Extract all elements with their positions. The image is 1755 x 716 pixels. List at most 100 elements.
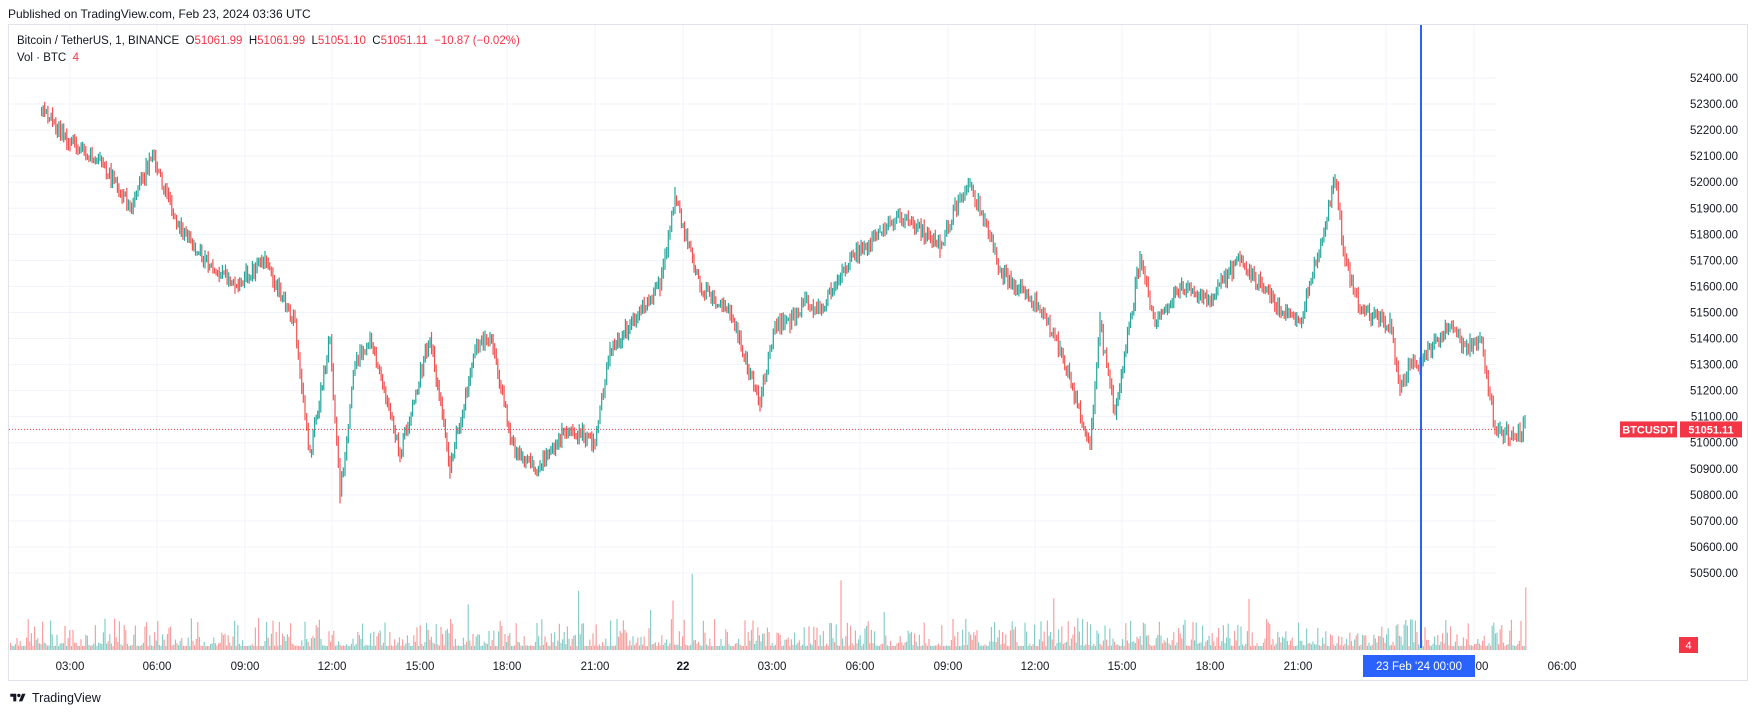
volume-bar [66, 645, 68, 650]
volume-bar [301, 640, 303, 650]
time-tick-label: 15:00 [1108, 661, 1137, 673]
volume-bar [131, 645, 133, 650]
volume-bar [962, 629, 964, 650]
volume-bar [1174, 645, 1176, 650]
volume-bar [798, 640, 800, 650]
volume-bar [1034, 624, 1036, 650]
volume-bar [682, 636, 684, 650]
volume-bar [1134, 643, 1136, 650]
volume-bar [1464, 646, 1466, 650]
volume-bar [267, 637, 269, 650]
volume-bar [1064, 642, 1066, 650]
volume-bar [290, 623, 292, 650]
volume-bar [779, 634, 781, 650]
volume-bar [603, 645, 605, 650]
volume-bar [600, 646, 602, 650]
volume-bar [611, 645, 613, 650]
volume-bar [1347, 645, 1349, 650]
symbol-name: Bitcoin / TetherUS, 1, BINANCE [17, 35, 180, 47]
volume-bar [558, 623, 560, 650]
volume-bar [1339, 645, 1341, 650]
volume-bar [1370, 646, 1372, 650]
volume-bar [690, 644, 692, 650]
volume-bar [128, 646, 130, 650]
volume-bar [1389, 645, 1391, 650]
volume-bar [1037, 646, 1039, 650]
volume-bar [1454, 641, 1456, 650]
volume-bar [1248, 598, 1250, 650]
volume-bar [430, 636, 432, 650]
volume-bar [606, 646, 608, 650]
volume-bar [1392, 641, 1394, 650]
volume-bar [141, 644, 143, 650]
volume-bar [917, 646, 919, 650]
volume-bar [1046, 620, 1048, 650]
volume-bar [54, 645, 56, 650]
volume-bar [725, 629, 727, 650]
volume-bar [1208, 635, 1210, 650]
volume-bar [579, 634, 581, 650]
volume-bar [597, 645, 599, 650]
volume-bar [426, 622, 428, 650]
volume-bar [762, 633, 764, 650]
volume-bar [555, 646, 557, 650]
volume-bar [1504, 645, 1506, 650]
volume-bar [910, 631, 912, 650]
volume-bar [200, 645, 202, 650]
volume-bar [1006, 645, 1008, 650]
volume-bar [163, 639, 165, 650]
volume-bar [1165, 642, 1167, 650]
volume-bar [226, 645, 228, 650]
volume-bar [122, 645, 124, 650]
volume-bar [112, 646, 114, 650]
volume-bar [1493, 622, 1495, 650]
volume-bar [1058, 629, 1060, 650]
volume-bar [810, 643, 812, 650]
volume-bar [1147, 635, 1149, 650]
volume-bar [1061, 626, 1063, 650]
volume-bar [533, 646, 535, 650]
volume-bar [1123, 646, 1125, 650]
volume-bar [914, 633, 916, 650]
volume-bar [1395, 625, 1397, 650]
volume-bar [19, 641, 21, 650]
volume-bar [1366, 645, 1368, 650]
volume-bar [1414, 620, 1416, 650]
volume-bar [304, 621, 306, 650]
volume-bar [536, 623, 538, 650]
volume-bar [546, 642, 548, 650]
volume-bar [1075, 642, 1077, 650]
volume-bar [1194, 640, 1196, 650]
volume-bar [1466, 639, 1468, 650]
volume-bar [744, 620, 746, 650]
volume-bar [630, 645, 632, 650]
last-price-badge: BTCUSDT 51051.11 [1620, 421, 1742, 438]
volume-bar [944, 646, 946, 650]
volume-bar [1486, 645, 1488, 650]
volume-bar [888, 646, 890, 650]
volume-bar [298, 646, 300, 650]
volume-bar [1170, 645, 1172, 650]
volume-bar [1016, 642, 1018, 650]
volume-bar [155, 640, 157, 650]
volume-bar [853, 645, 855, 650]
volume-bar [1222, 625, 1224, 650]
volume-bar [310, 638, 312, 650]
volume-bar [949, 645, 951, 650]
footer-brand[interactable]: TradingView [10, 691, 101, 705]
volume-bar [722, 645, 724, 650]
volume-bar [565, 644, 567, 650]
volume-bar [1363, 635, 1365, 650]
volume-bar [574, 634, 576, 650]
volume-bar [1326, 645, 1328, 650]
volume-bar [1237, 624, 1239, 650]
volume-bar [1104, 625, 1106, 650]
volume-bar [187, 637, 189, 650]
volume-bar [1122, 639, 1124, 650]
volume-bar [61, 643, 63, 650]
volume-bar [778, 633, 780, 650]
volume-bar [832, 638, 834, 650]
volume-bar [982, 645, 984, 650]
volume-bar [750, 630, 752, 650]
